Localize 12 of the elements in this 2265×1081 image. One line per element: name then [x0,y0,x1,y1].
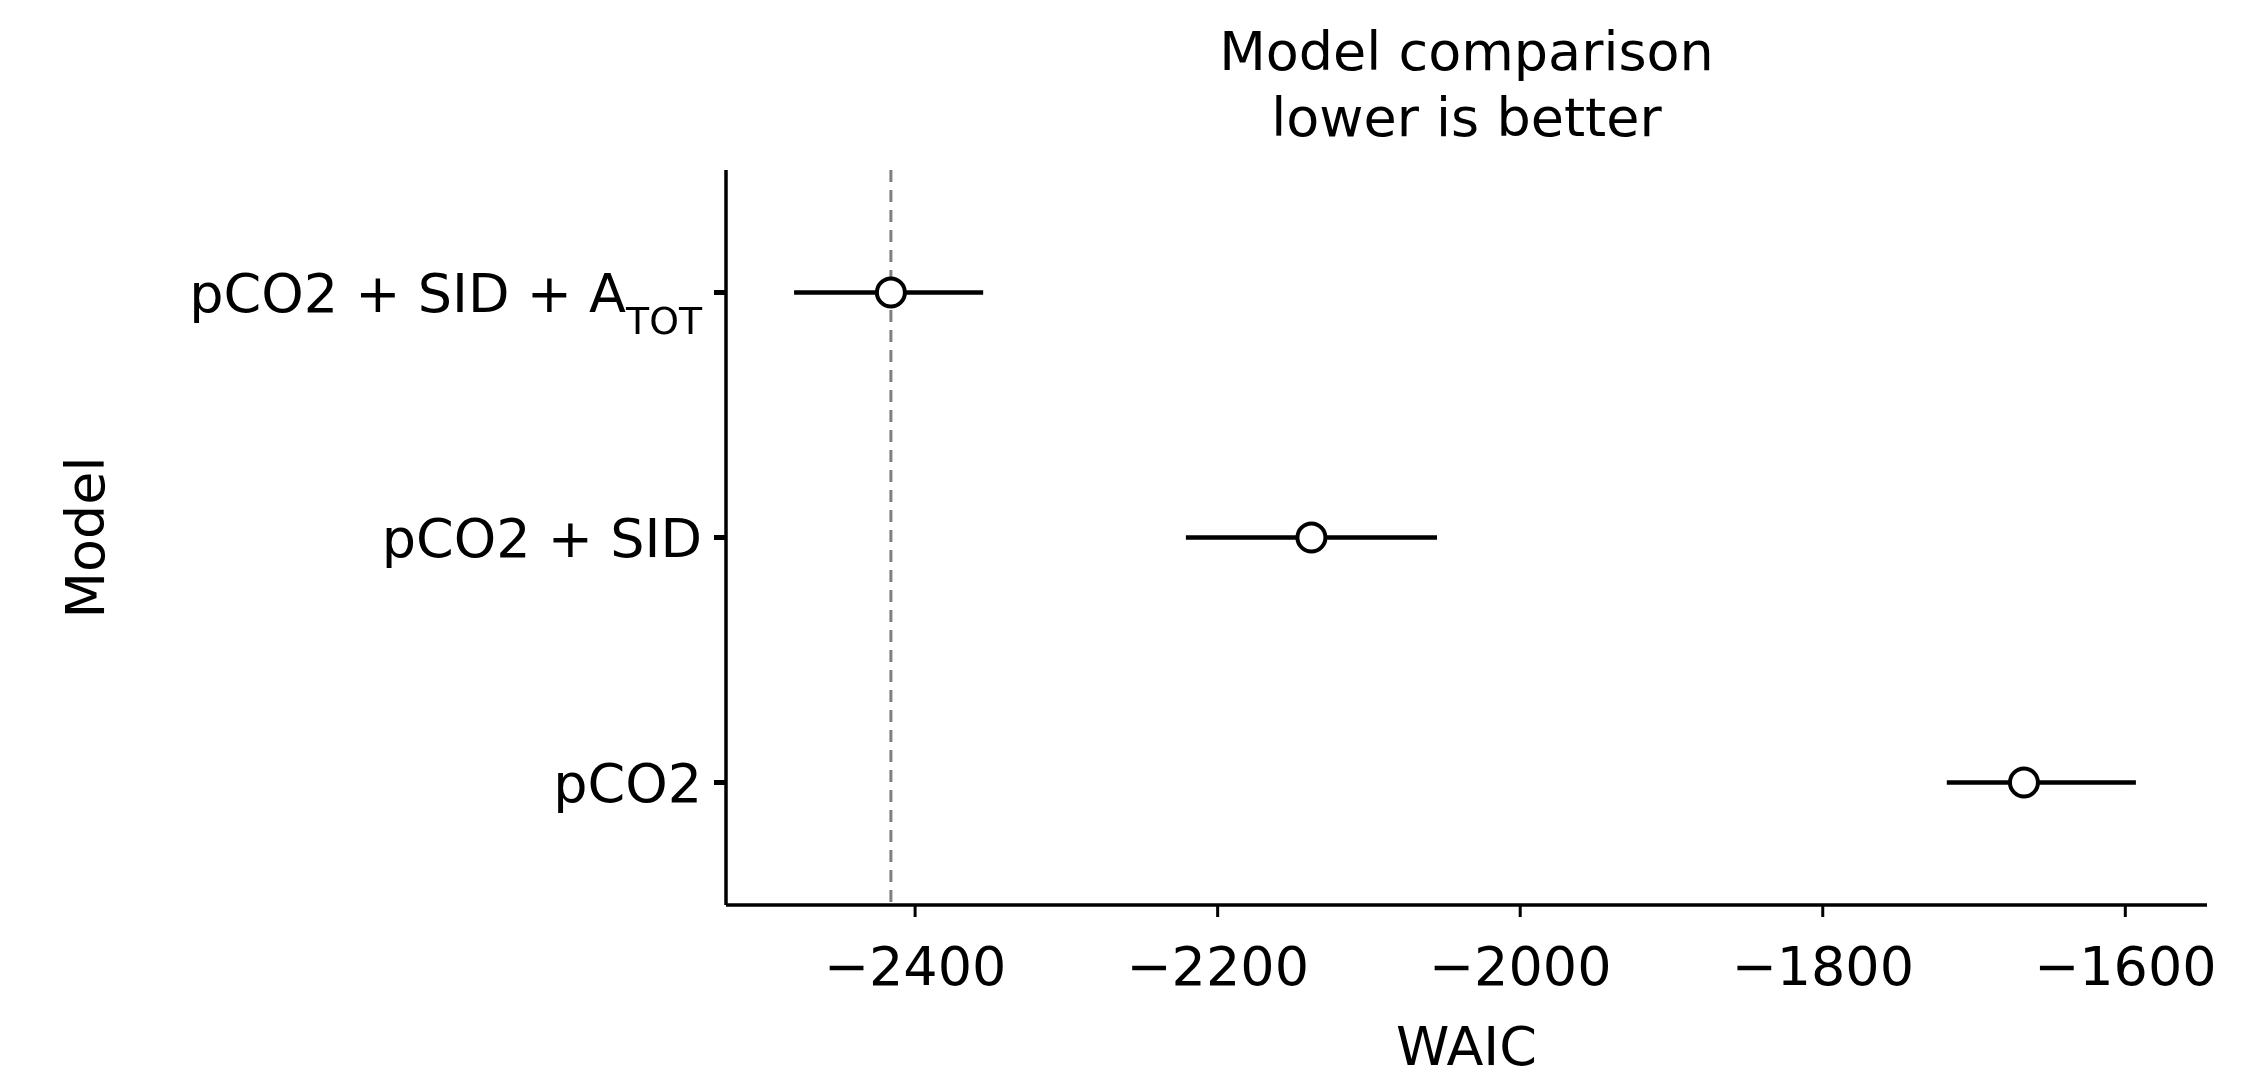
y-tick-label: pCO2 [553,751,702,815]
chart-subtitle: lower is better [1271,86,1663,149]
x-tick-label: −2200 [1126,935,1309,998]
y-axis-title: Model [54,456,117,619]
x-tick-label: −2400 [823,935,1007,998]
x-axis-title: WAIC [1395,1015,1538,1078]
y-tick-label: pCO2 + SID [381,506,702,570]
x-tick-label: −2000 [1428,935,1612,998]
x-tick-label: −1600 [2033,935,2217,998]
y-tick-label: pCO2 + SID + A$_{TOT}$ [189,261,703,343]
x-tick-label: −1800 [1731,935,1915,998]
chart-title: Model comparison [1219,20,1714,83]
